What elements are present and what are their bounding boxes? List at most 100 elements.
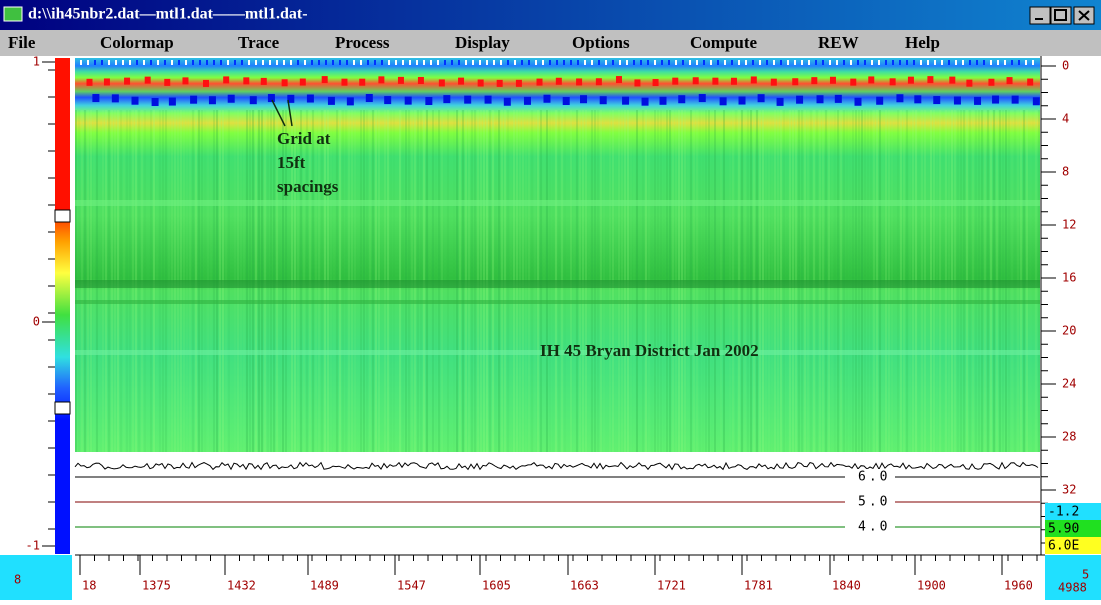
reflection-dot xyxy=(478,80,484,87)
reflection-dot xyxy=(497,80,503,87)
reflection-dot xyxy=(250,96,257,104)
surface-tick xyxy=(108,60,110,65)
reflection-dot xyxy=(642,98,649,106)
screen: d:\\ih45nbr2.dat—mtl1.dat——mtl1.dat- Fil… xyxy=(0,0,1101,600)
surface-tick xyxy=(640,60,642,65)
colorbar-label: 0 xyxy=(33,315,40,329)
surface-tick xyxy=(1004,60,1006,65)
annotation: 15ft xyxy=(277,153,306,172)
menu-item[interactable]: Process xyxy=(335,33,390,52)
menu-item[interactable]: Help xyxy=(905,33,940,52)
surface-tick xyxy=(178,60,180,65)
menu-item[interactable]: Options xyxy=(572,33,630,52)
minimize-icon xyxy=(1035,18,1043,20)
surface-tick xyxy=(353,60,355,65)
reflection-dot xyxy=(164,79,170,86)
reflection-dot xyxy=(758,94,765,102)
surface-tick xyxy=(311,60,313,65)
reflection-dot xyxy=(850,79,856,86)
reflection-dot xyxy=(954,97,961,105)
distance-label: 1960 xyxy=(1004,579,1033,593)
window-title: d:\\ih45nbr2.dat—mtl1.dat——mtl1.dat- xyxy=(28,6,308,23)
surface-tick xyxy=(416,60,418,65)
surface-tick xyxy=(325,60,327,65)
distance-label: 1900 xyxy=(917,579,946,593)
surface-tick xyxy=(185,60,187,65)
colorbar-bottom xyxy=(55,420,70,554)
menu-item[interactable]: Display xyxy=(455,33,510,52)
minimize-button[interactable] xyxy=(1030,7,1050,24)
surface-tick xyxy=(857,60,859,65)
colorbar-handle[interactable] xyxy=(55,210,70,222)
surface-tick xyxy=(759,60,761,65)
surface-tick xyxy=(787,60,789,65)
colorbar-handle[interactable] xyxy=(55,402,70,414)
menu-item[interactable]: Compute xyxy=(690,33,758,52)
reflection-dot xyxy=(418,77,424,84)
surface-tick xyxy=(633,60,635,65)
reflection-dot xyxy=(868,76,874,83)
surface-tick xyxy=(143,60,145,65)
surface-tick xyxy=(157,60,159,65)
reflection-dot xyxy=(933,96,940,104)
menu-item[interactable]: File xyxy=(8,33,36,52)
surface-tick xyxy=(780,60,782,65)
distance-label: 1432 xyxy=(227,579,256,593)
surface-tick xyxy=(934,60,936,65)
surface-tick xyxy=(871,60,873,65)
surface-tick xyxy=(696,60,698,65)
menu-item[interactable]: Trace xyxy=(238,33,280,52)
surface-tick xyxy=(766,60,768,65)
reflection-dot xyxy=(739,97,746,105)
trace-panel xyxy=(75,452,1040,555)
reflection-dot xyxy=(659,97,666,105)
surface-tick xyxy=(955,60,957,65)
surface-tick xyxy=(94,60,96,65)
distance-label: 1781 xyxy=(744,579,773,593)
surface-tick xyxy=(283,60,285,65)
reflection-dot xyxy=(1027,79,1033,86)
reflection-dot xyxy=(261,78,267,85)
surface-tick xyxy=(829,60,831,65)
surface-tick xyxy=(675,60,677,65)
surface-tick xyxy=(423,60,425,65)
reflection-dot xyxy=(384,96,391,104)
surface-tick xyxy=(129,60,131,65)
surface-tick xyxy=(605,60,607,65)
surface-tick xyxy=(591,60,593,65)
surface-tick xyxy=(318,60,320,65)
surface-tick xyxy=(444,60,446,65)
reflection-dot xyxy=(792,78,798,85)
surface-tick xyxy=(220,60,222,65)
surface-tick xyxy=(199,60,201,65)
distance-axis xyxy=(0,555,1101,600)
distance-label: 1721 xyxy=(657,579,686,593)
surface-tick xyxy=(654,60,656,65)
depth-label: 4 xyxy=(1062,112,1069,126)
surface-tick xyxy=(122,60,124,65)
surface-tick xyxy=(710,60,712,65)
surface-tick xyxy=(752,60,754,65)
menu-item[interactable]: REW xyxy=(818,33,859,52)
reflection-dot xyxy=(439,79,445,86)
reflection-dot xyxy=(896,94,903,102)
surface-tick xyxy=(997,60,999,65)
surface-tick xyxy=(367,60,369,65)
surface-tick xyxy=(850,60,852,65)
menu-item[interactable]: Colormap xyxy=(100,33,174,52)
surface-tick xyxy=(1032,60,1034,65)
distance-start: 8 xyxy=(14,573,21,587)
depth-label: 20 xyxy=(1062,324,1076,338)
surface-tick xyxy=(535,60,537,65)
surface-tick xyxy=(794,60,796,65)
reflection-dot xyxy=(282,79,288,86)
colorbar-top xyxy=(55,58,70,210)
surface-tick xyxy=(262,60,264,65)
reflection-dot xyxy=(485,96,492,104)
surface-tick xyxy=(192,60,194,65)
surface-tick xyxy=(1025,60,1027,65)
depth-label: 0 xyxy=(1062,59,1069,73)
surface-tick xyxy=(717,60,719,65)
colorbar-label: 1 xyxy=(33,55,40,69)
reflection-dot xyxy=(966,80,972,87)
